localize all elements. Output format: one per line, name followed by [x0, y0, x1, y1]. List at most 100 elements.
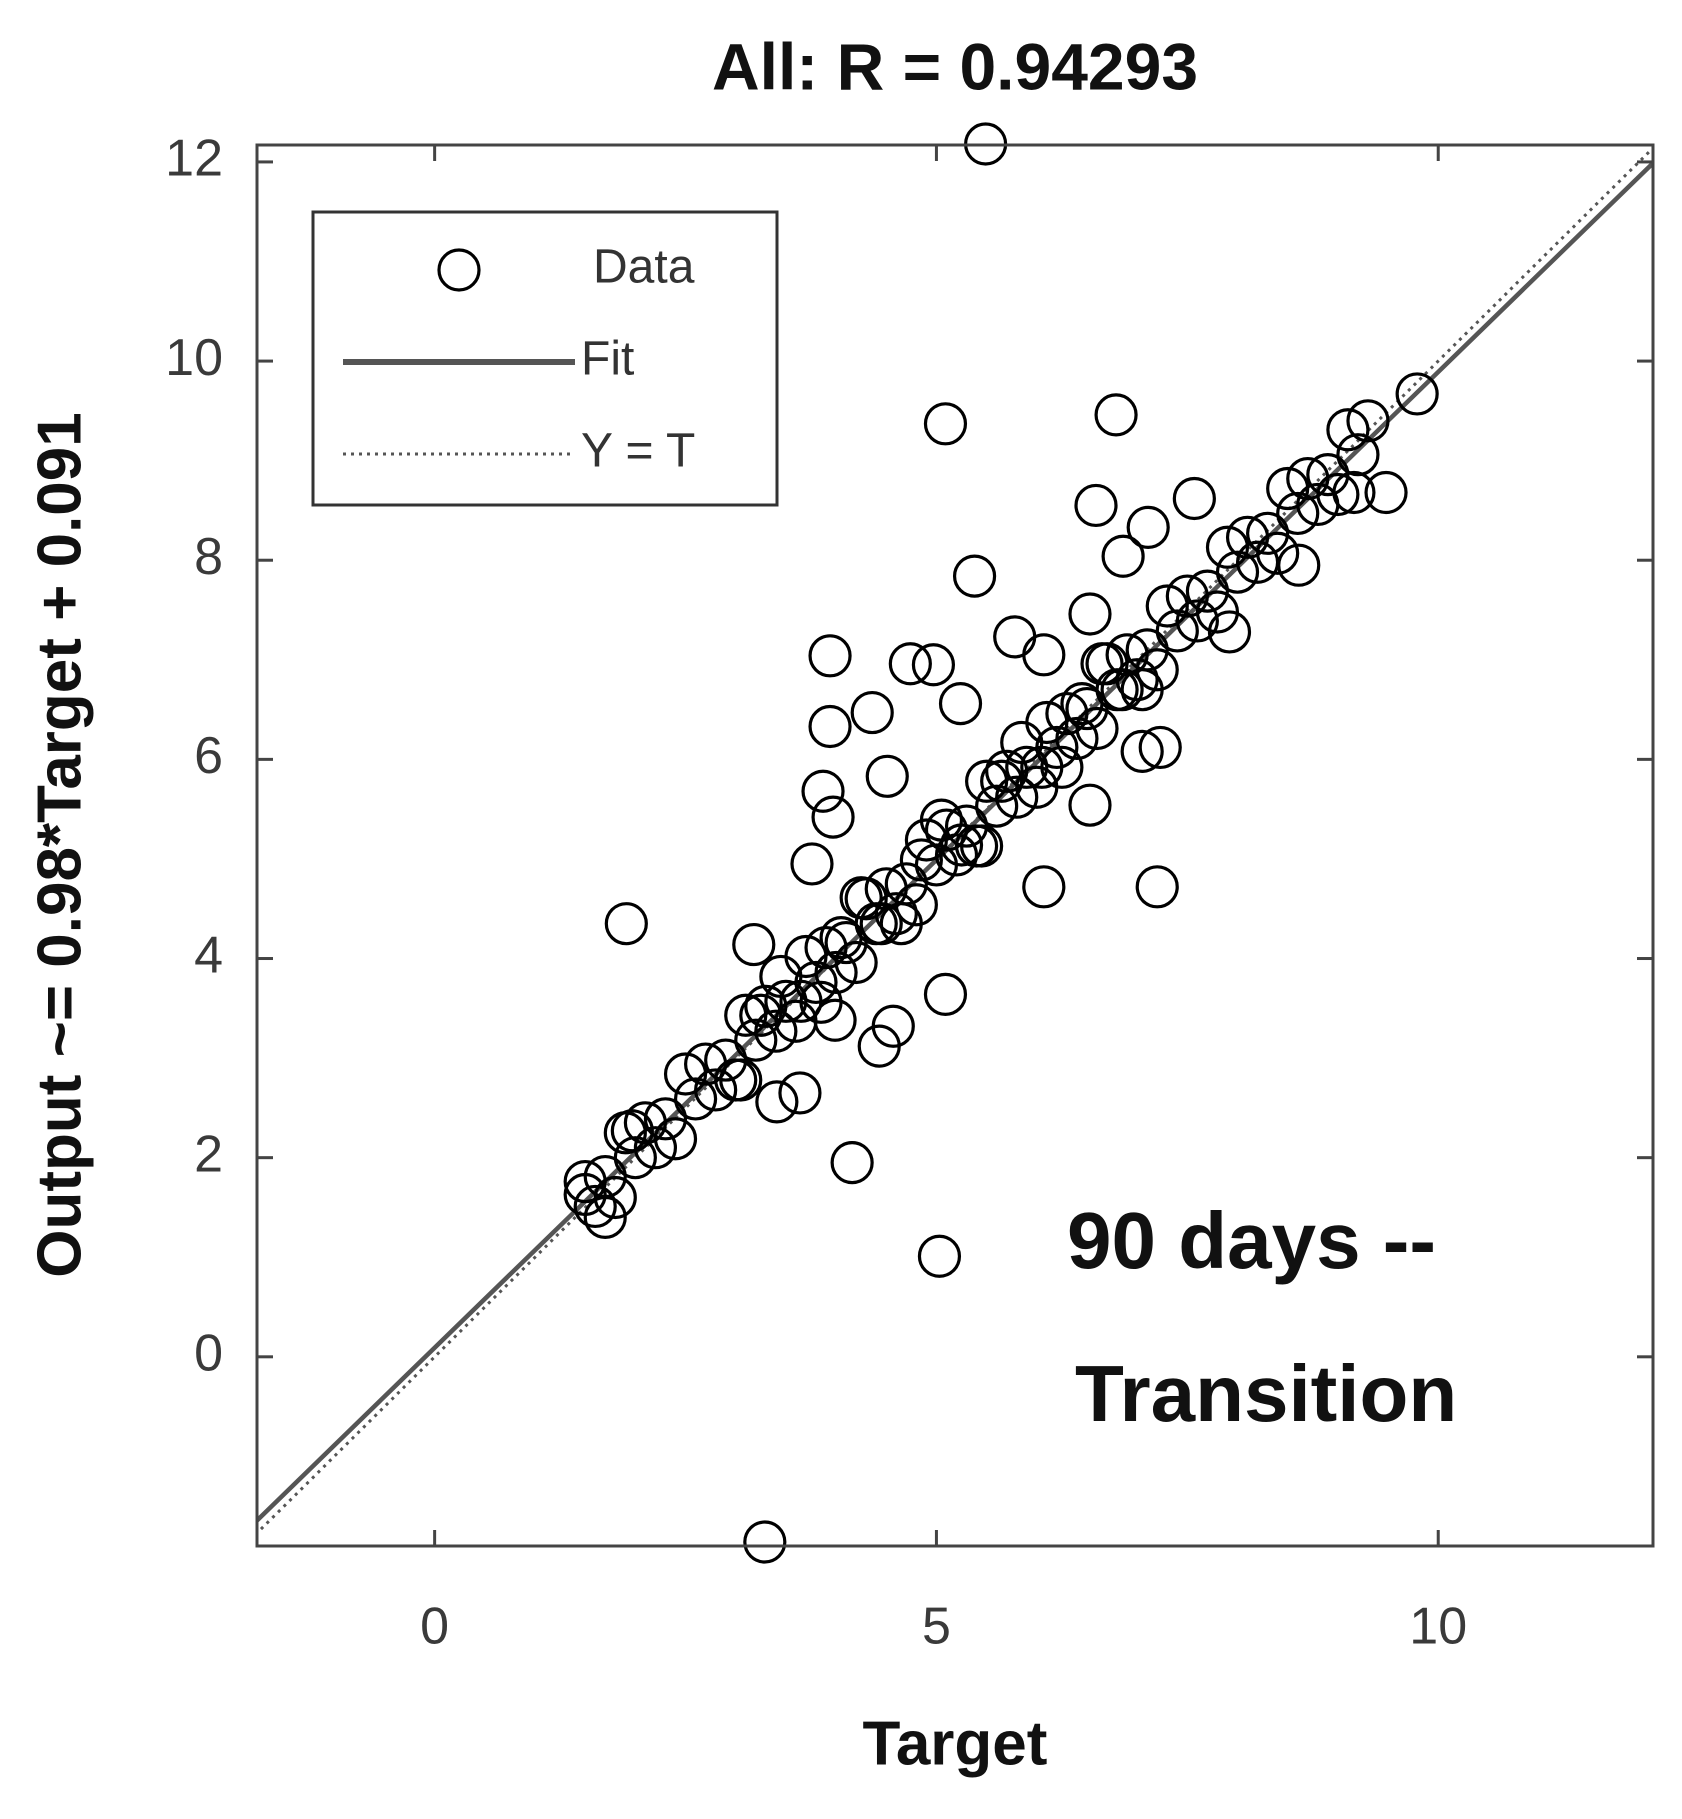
data-point [739, 993, 783, 1037]
y-tick-label: 6 [194, 727, 223, 785]
data-point [1364, 470, 1408, 515]
legend-label: Fit [581, 333, 634, 386]
data-point [980, 759, 1024, 803]
data-point [1138, 725, 1182, 770]
data-point [1126, 505, 1170, 549]
legend-box [311, 210, 779, 507]
data-point [743, 1520, 787, 1564]
data-point [1276, 491, 1320, 536]
data-point [1040, 745, 1084, 789]
axes-box [255, 143, 1655, 1548]
x-tick-label: 0 [420, 1598, 449, 1656]
data-point [1135, 865, 1179, 909]
data-point [694, 1068, 738, 1112]
data-point [1120, 729, 1164, 774]
data-point [1074, 483, 1118, 528]
data-point [1336, 433, 1380, 477]
plot-area [257, 122, 1653, 1564]
x-tick-label: 10 [1409, 1598, 1467, 1656]
data-point [830, 1141, 874, 1185]
data-point [865, 754, 909, 798]
data-point [778, 1071, 822, 1115]
data-point [779, 979, 823, 1023]
data-point [814, 950, 858, 995]
data-point [653, 1117, 698, 1161]
data-point [801, 769, 845, 813]
data-point [995, 775, 1039, 819]
data-point [857, 1024, 901, 1068]
data-point [1296, 482, 1340, 527]
data-point [1205, 525, 1250, 569]
data-point [719, 1058, 763, 1102]
y-tick-label: 0 [194, 1325, 223, 1383]
legend-marker [437, 248, 481, 292]
y-tick-label: 10 [165, 329, 223, 387]
x-axis-label: Target [863, 1709, 1048, 1778]
data-point [799, 980, 843, 1024]
annotation: 90 days -- [1067, 1196, 1436, 1285]
data-point [917, 1234, 962, 1278]
data-point [673, 1077, 718, 1121]
data-point [1101, 534, 1145, 578]
data-point [1326, 408, 1370, 452]
data-point [1120, 668, 1164, 712]
annotation: Transition [1075, 1349, 1457, 1438]
data-point [939, 823, 984, 867]
data-point [923, 972, 968, 1016]
data-point [1060, 682, 1104, 726]
data-series [563, 122, 1439, 1564]
data-point [1115, 658, 1159, 702]
data-point [911, 643, 956, 687]
data-point [959, 824, 1004, 868]
chart-title: All: R = 0.94293 [712, 29, 1198, 103]
data-point [834, 940, 878, 985]
data-point [593, 1175, 637, 1220]
data-point [1395, 372, 1439, 416]
data-point [633, 1126, 678, 1170]
data-point [1068, 592, 1112, 636]
data-point [859, 902, 903, 946]
data-point [808, 634, 852, 678]
data-point [1235, 540, 1280, 584]
data-point [744, 984, 788, 1028]
y-tick-label: 8 [194, 528, 223, 586]
data-point [754, 1009, 798, 1053]
data-point [975, 784, 1019, 828]
data-point [734, 1018, 778, 1062]
data-point [1346, 399, 1390, 443]
data-point [1022, 633, 1066, 677]
x-tick-label: 5 [922, 1598, 951, 1656]
data-point [1306, 452, 1350, 497]
data-point [1068, 783, 1112, 827]
data-point [804, 925, 848, 970]
data-point [879, 902, 923, 946]
data-point [819, 916, 863, 960]
data-point [732, 922, 776, 967]
data-point [1075, 706, 1119, 751]
data-point [1100, 668, 1144, 712]
data-point [1215, 550, 1260, 594]
data-point [1246, 511, 1290, 555]
data-point [1055, 716, 1099, 761]
data-point [1155, 609, 1199, 653]
data-point [899, 838, 943, 882]
data-point [808, 704, 852, 749]
data-point [790, 842, 834, 886]
y-tick-label: 4 [194, 926, 223, 984]
data-point [811, 795, 855, 839]
data-point [603, 1111, 647, 1155]
data-point [1020, 745, 1064, 789]
data-point [1256, 531, 1300, 575]
legend-label: Data [593, 241, 695, 294]
data-point [1175, 599, 1219, 643]
data-point [1195, 590, 1240, 634]
data-point [888, 642, 932, 686]
y-axis-label: Output ~= 0.98*Target + 0.091 [25, 412, 94, 1278]
data-point [850, 690, 894, 735]
data-point [874, 892, 918, 936]
data-point [1145, 584, 1189, 628]
data-point [938, 682, 983, 726]
